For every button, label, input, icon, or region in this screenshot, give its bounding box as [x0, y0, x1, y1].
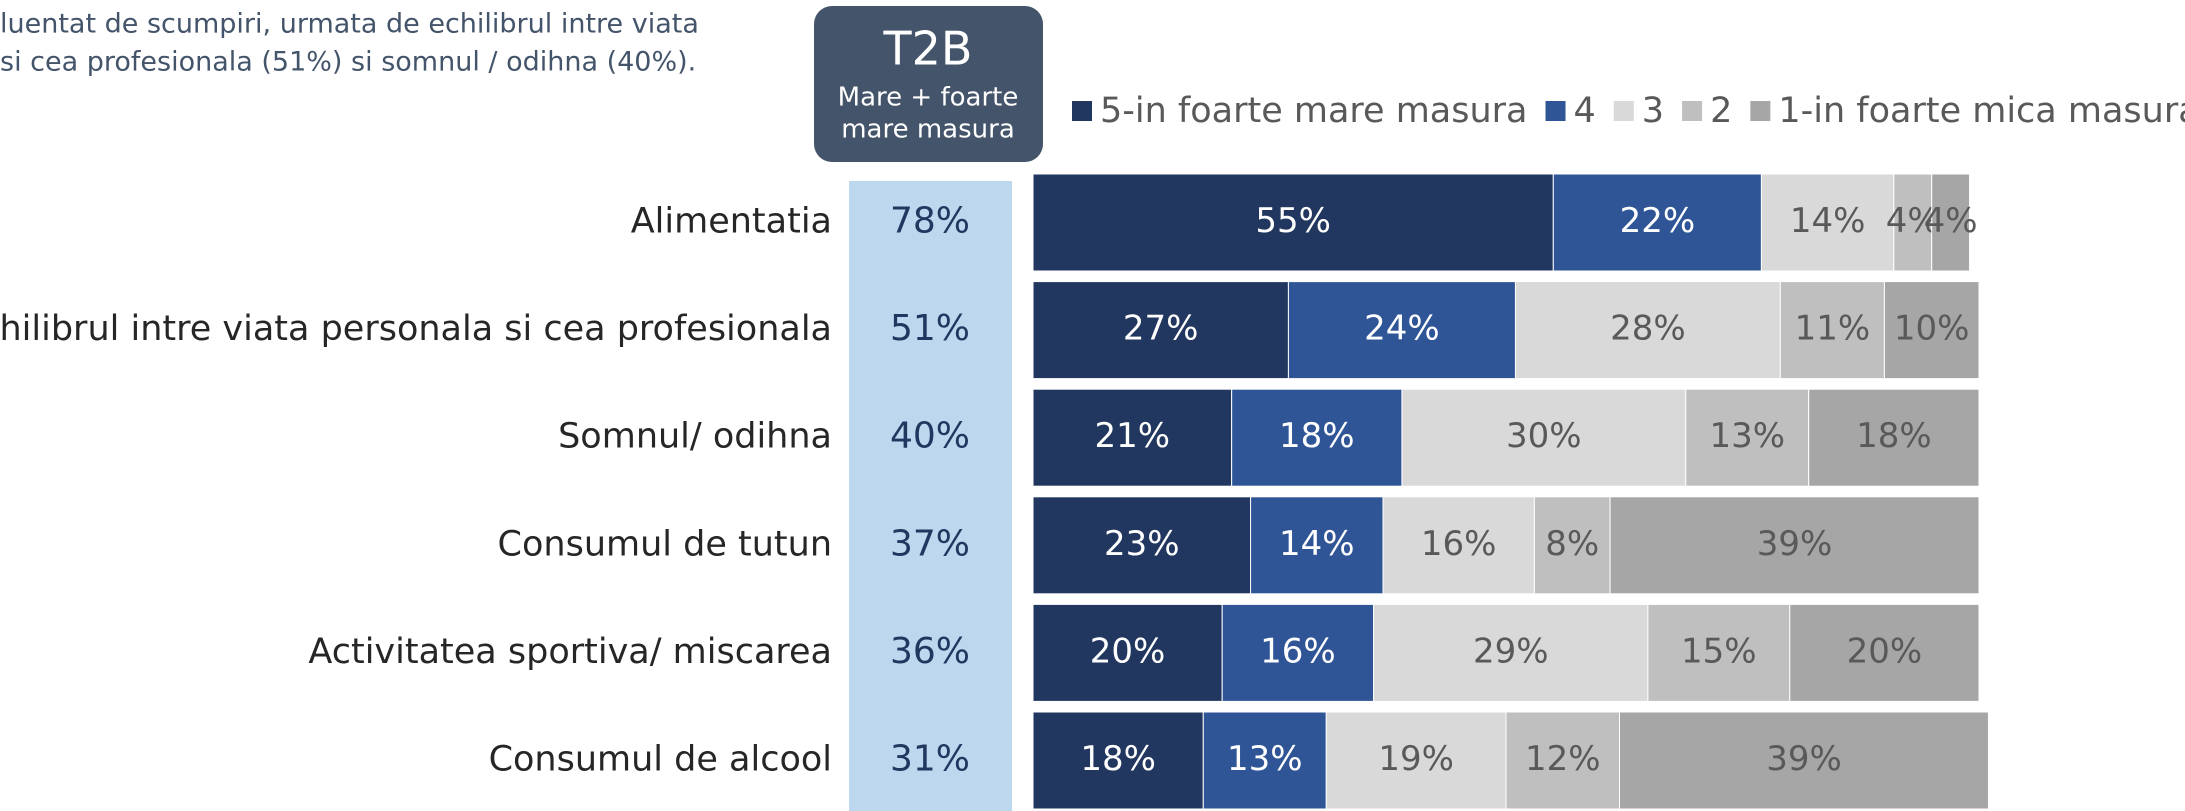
segment-label: 14%	[1279, 524, 1355, 564]
t2b-title: T2B	[883, 22, 973, 76]
bar-segment	[1287, 281, 1516, 380]
t2b-value: 31%	[890, 739, 970, 780]
bar-segment	[1533, 496, 1611, 595]
segment-label: 14%	[1790, 201, 1866, 241]
segment-label: 20%	[1090, 631, 1166, 671]
segment-label: 18%	[1279, 416, 1355, 456]
t2b-column	[849, 181, 1012, 811]
segment-label: 16%	[1421, 524, 1497, 564]
bar-segment	[1931, 173, 1971, 272]
bar-segment	[1032, 711, 1204, 810]
t2b-subtitle: Mare + foarte	[838, 83, 1019, 113]
segment-label: 55%	[1255, 201, 1331, 241]
bar-segment	[1685, 388, 1810, 487]
legend-label: 4	[1574, 91, 1596, 131]
bar-segment	[1779, 281, 1885, 380]
bar-segment	[1609, 496, 1980, 595]
bar-segment	[1202, 711, 1327, 810]
category-label: Consumul de alcool	[489, 740, 832, 780]
segment-label: 16%	[1260, 631, 1336, 671]
bar-segment	[1619, 711, 1989, 810]
legend-label: 2	[1710, 91, 1732, 131]
segment-label: 21%	[1095, 416, 1171, 456]
legend-swatch	[1545, 101, 1566, 121]
bar-segment	[1231, 388, 1403, 487]
segment-label: 4%	[1886, 201, 1940, 241]
bar-segment	[1552, 173, 1762, 272]
segment-label: 30%	[1506, 416, 1582, 456]
t2b-subtitle: mare masura	[841, 115, 1015, 145]
segment-label: 11%	[1795, 309, 1871, 349]
intro-line: luentat de scumpiri, urmata de echilibru…	[0, 9, 699, 40]
bar-segment	[1382, 496, 1535, 595]
legend-swatch	[1613, 101, 1634, 121]
bar-segment	[1032, 281, 1289, 380]
segment-label: 15%	[1681, 631, 1757, 671]
legend-swatch	[1750, 101, 1771, 121]
bar-segment	[1883, 281, 1980, 380]
intro-line: si cea profesionala (51%) si somnul / od…	[0, 47, 696, 78]
bar-segment	[1789, 603, 1980, 702]
segment-label: 24%	[1364, 309, 1440, 349]
bar-segment	[1647, 603, 1791, 702]
bar-segment	[1325, 711, 1507, 810]
bar-segment	[1514, 281, 1781, 380]
bar-segment	[1032, 496, 1252, 595]
bar-segment	[1505, 711, 1621, 810]
category-label: Consumul de tutun	[498, 524, 832, 564]
legend-swatch	[1072, 101, 1092, 121]
category-label: Echilibrul intre viata personala si cea …	[0, 309, 832, 349]
bar-segment	[1032, 388, 1233, 487]
segment-label: 29%	[1473, 631, 1549, 671]
bar-segment	[1808, 388, 1980, 487]
segment-label: 23%	[1104, 524, 1180, 564]
bar-segment	[1250, 496, 1384, 595]
segment-label: 39%	[1766, 739, 1842, 779]
segment-label: 8%	[1545, 524, 1599, 564]
segment-label: 12%	[1525, 739, 1601, 779]
segment-label: 4%	[1924, 201, 1978, 241]
t2b-header	[814, 6, 1043, 162]
segment-label: 20%	[1847, 631, 1923, 671]
segment-label: 22%	[1620, 201, 1696, 241]
segment-label: 13%	[1709, 416, 1785, 456]
t2b-value: 37%	[890, 523, 970, 564]
segment-label: 28%	[1610, 309, 1686, 349]
t2b-value: 78%	[890, 201, 970, 242]
segment-label: 39%	[1757, 524, 1833, 564]
bar-segment	[1221, 603, 1375, 702]
segment-label: 19%	[1378, 739, 1454, 779]
bar-segment	[1373, 603, 1649, 702]
legend-label: 1-in foarte mica masura	[1778, 91, 2185, 131]
segment-label: 18%	[1080, 739, 1156, 779]
segment-label: 18%	[1856, 416, 1932, 456]
t2b-value: 36%	[890, 631, 970, 672]
t2b-value: 51%	[890, 308, 970, 349]
segment-label: 13%	[1227, 739, 1303, 779]
t2b-value: 40%	[890, 416, 970, 457]
legend-label: 3	[1642, 91, 1664, 131]
segment-label: 27%	[1123, 309, 1199, 349]
legend-swatch	[1682, 101, 1703, 121]
category-label: Alimentatia	[631, 202, 832, 242]
category-label: Somnul/ odihna	[558, 417, 832, 457]
category-label: Activitatea sportiva/ miscarea	[308, 632, 832, 672]
legend-label: 5-in foarte mare masura	[1100, 91, 1528, 131]
segment-label: 10%	[1894, 309, 1970, 349]
